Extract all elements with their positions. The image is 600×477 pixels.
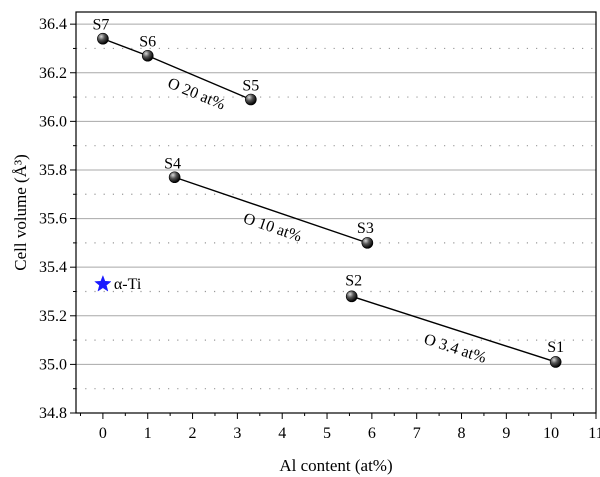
x-tick-label: 5 (323, 425, 331, 442)
y-tick-label: 36.4 (39, 16, 67, 33)
series-lines (102, 38, 556, 363)
series-line (102, 38, 148, 57)
y-tick-label: 35.4 (39, 259, 67, 276)
point-label: S6 (139, 34, 156, 51)
data-point (97, 32, 109, 45)
point-label: S5 (242, 77, 259, 94)
x-tick-label: 9 (502, 425, 510, 442)
y-tick-label: 36.0 (39, 113, 67, 130)
y-tick-label: 35.0 (39, 356, 67, 373)
x-tick-label: 8 (458, 425, 466, 442)
y-axis-title: Cell volume (Å³) (11, 154, 30, 271)
point-label: S7 (92, 17, 109, 34)
reference-star-marker (94, 274, 112, 292)
y-tick-label: 36.2 (39, 65, 67, 82)
x-tick-label: 1 (144, 425, 152, 442)
series-label: O 20 at% (165, 75, 227, 114)
series-label: O 3.4 at% (422, 331, 489, 367)
grid (76, 23, 596, 390)
data-points (94, 32, 562, 368)
y-tick-label: 35.2 (39, 308, 67, 325)
x-tick-label: 2 (189, 425, 197, 442)
x-tick-label: 4 (278, 425, 286, 442)
x-tick-label: 7 (413, 425, 421, 442)
reference-label: α-Ti (114, 276, 142, 293)
data-point (245, 93, 257, 106)
x-tick-label: 0 (99, 425, 107, 442)
point-label: S4 (164, 155, 181, 172)
x-tick-label: 10 (543, 425, 559, 442)
point-label: S2 (345, 272, 362, 289)
x-tick-label: 3 (233, 425, 241, 442)
data-point (361, 237, 374, 249)
point-label: S3 (357, 220, 374, 237)
labels: S7 S6 S5 O 20 at% S4 S3 O 10 at% S2 S1 O 3.4 at% α… (92, 17, 564, 367)
y-tick-label: 35.8 (39, 162, 67, 179)
x-axis-title: Al content (at%) (279, 456, 392, 475)
data-point (141, 49, 154, 62)
series-line (174, 176, 368, 244)
axes: 34.8 35.0 35.2 35.4 35.6 35.8 36.0 36.2 36.4 0 1 2 3… (11, 11, 600, 475)
x-tick-label: 6 (368, 425, 376, 442)
series-line (351, 295, 556, 363)
point-label: S1 (547, 339, 564, 356)
data-point (549, 356, 562, 368)
x-tick-label: 11 (588, 425, 600, 442)
y-tick-label: 35.6 (39, 211, 67, 228)
data-point (168, 171, 181, 184)
plot-frame (75, 11, 597, 414)
data-point (345, 290, 358, 303)
series-label: O 10 at% (241, 210, 304, 246)
y-tick-label: 34.8 (39, 405, 67, 422)
series-line (147, 55, 252, 101)
